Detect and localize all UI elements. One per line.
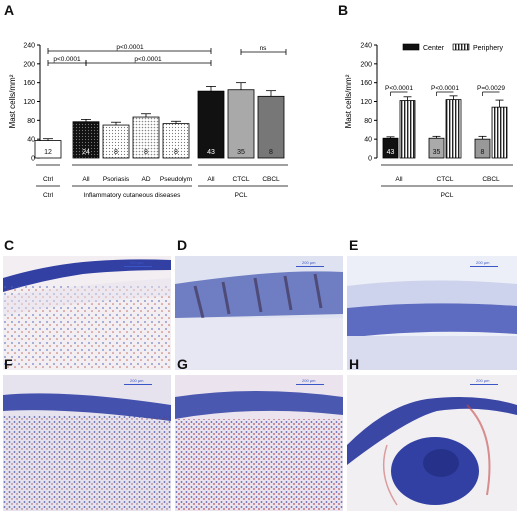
scale-bar-label-e: 200 µm [476, 260, 490, 265]
scale-bar-label-f: 200 µm [130, 378, 144, 383]
n-label-7: 8 [269, 149, 273, 156]
scale-bar-d [296, 266, 324, 267]
y-tick-label-a: 80 [27, 118, 35, 125]
x-tick-label-7: CBCL [262, 176, 280, 183]
n-label-b-1: 35 [433, 149, 441, 156]
scale-bar-label-c: 200 µm [130, 260, 144, 265]
panel-label-d: D [177, 237, 188, 253]
significance-label-0: p<0.0001 [116, 44, 144, 51]
panel-label-e: E [349, 237, 359, 253]
n-label-4: 8 [174, 149, 178, 156]
scale-bar-c [124, 266, 152, 267]
bar-7 [257, 95, 285, 159]
x-tick-label-2: Psoriasis [103, 176, 130, 183]
y-tick-label-a: 160 [23, 80, 35, 87]
n-label-2: 8 [114, 149, 118, 156]
y-tick-label-b: 80 [364, 118, 372, 125]
bar-periphery-2 [491, 106, 508, 159]
panel-label-a: A [4, 2, 15, 18]
y-tick-label-b: 160 [360, 80, 372, 87]
legend-label-center: Center [423, 45, 445, 52]
pvalue-label-2: P=0.0029 [477, 85, 505, 92]
n-label-b-2: 8 [481, 149, 485, 156]
x-tick-label-b-1: CTCL [437, 176, 454, 183]
y-axis-label-a: Mast cells/mm² [8, 74, 17, 128]
panel-label-c: C [4, 237, 15, 253]
bar-periphery-0 [399, 100, 416, 159]
pvalue-label-1: P<0.0001 [431, 85, 459, 92]
n-label-b-0: 43 [387, 149, 395, 156]
legend-swatch-center [402, 43, 420, 51]
n-label-1: 24 [82, 149, 90, 156]
y-tick-label-a: 0 [31, 156, 35, 163]
n-label-0: 12 [44, 149, 52, 156]
n-label-5: 43 [207, 149, 215, 156]
group-label-b: PCL [441, 192, 454, 199]
scale-bar-e [470, 266, 498, 267]
y-tick-label-b: 120 [360, 99, 372, 106]
legend-label-periphery: Periphery [473, 45, 503, 52]
chart-a: 0 40 80 120 160 200 240 Mast cells/mm² 12 Ctrl 24 A… [8, 43, 288, 199]
significance-label-2: p<0.0001 [134, 56, 162, 63]
scale-bar-g [296, 384, 324, 385]
y-tick-label-a: 40 [27, 137, 35, 144]
bar-periphery-1 [445, 99, 462, 159]
scale-bar-label-g: 200 µm [302, 378, 316, 383]
histology-photo-g [175, 375, 343, 511]
scale-bar-label-h: 200 µm [476, 378, 490, 383]
significance-label-1: p<0.0001 [53, 56, 81, 63]
x-tick-label-6: CTCL [233, 176, 250, 183]
chart-b: 0 40 80 120 160 200 240 Mast cells/mm² Center Per… [344, 43, 513, 199]
y-tick-label-a: 240 [23, 43, 35, 50]
group-label-inflammatory: Inflammatory cutaneous diseases [84, 192, 182, 199]
panel-label-g: G [177, 356, 188, 372]
histology-photo-d [175, 256, 343, 370]
n-label-6: 35 [237, 149, 245, 156]
bar-5 [197, 90, 225, 159]
bar-4 [162, 123, 190, 159]
y-tick-label-b: 0 [368, 156, 372, 163]
histology-photo-h [347, 375, 517, 511]
x-tick-label-0: Ctrl [43, 176, 54, 183]
bar-1 [72, 121, 100, 159]
scale-bar-f [124, 384, 152, 385]
bar-3 [132, 116, 160, 159]
x-tick-label-ctrl-group: Ctrl [43, 192, 54, 199]
y-tick-label-a: 120 [23, 99, 35, 106]
x-tick-label-b-0: All [395, 176, 403, 183]
pvalue-label-0: P<0.0001 [385, 85, 413, 92]
y-tick-label-b: 200 [360, 61, 372, 68]
significance-label-3: ns [260, 45, 268, 52]
y-axis-label-b: Mast cells/mm² [344, 74, 353, 128]
y-tick-label-b: 240 [360, 43, 372, 50]
x-tick-label-1: All [82, 176, 90, 183]
legend-swatch-periphery [452, 43, 470, 51]
x-tick-label-3: AD [141, 176, 150, 183]
scale-bar-h [470, 384, 498, 385]
y-tick-label-b: 40 [364, 137, 372, 144]
n-label-3: 8 [144, 149, 148, 156]
histology-photo-e [347, 256, 517, 370]
panel-label-b: B [338, 2, 349, 18]
scale-bar-label-d: 200 µm [302, 260, 316, 265]
bar-6 [227, 89, 255, 159]
group-label-pcl: PCL [235, 192, 248, 199]
x-tick-label-4: Pseudolym [160, 176, 192, 183]
y-tick-label-a: 200 [23, 61, 35, 68]
panel-label-f: F [4, 356, 13, 372]
panel-label-h: H [349, 356, 360, 372]
histology-photo-c [3, 256, 171, 370]
x-tick-label-b-2: CBCL [482, 176, 500, 183]
histology-photo-f [3, 375, 171, 511]
x-tick-label-5: All [207, 176, 215, 183]
